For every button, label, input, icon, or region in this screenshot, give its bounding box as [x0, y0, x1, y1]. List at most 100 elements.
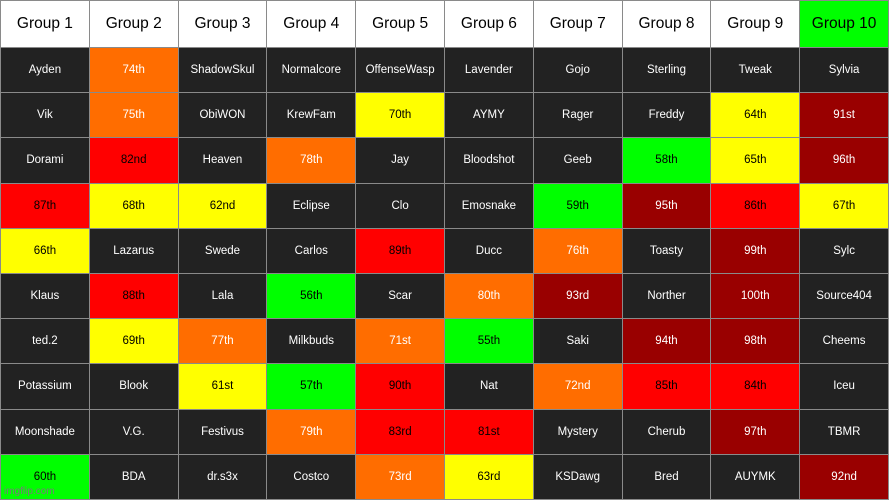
table-cell: Freddy [622, 93, 711, 138]
table-cell: 93rd [533, 274, 622, 319]
table-cell: 67th [800, 183, 888, 228]
table-cell: Mystery [533, 409, 622, 454]
table-cell: 64th [711, 93, 800, 138]
table-cell: AUYMK [711, 454, 800, 499]
table-cell: 82nd [89, 138, 178, 183]
table-cell: Klaus [1, 274, 89, 319]
column-header-group-8: Group 8 [622, 1, 711, 47]
table-cell: dr.s3x [178, 454, 267, 499]
table-cell: 98th [711, 319, 800, 364]
table-cell: 97th [711, 409, 800, 454]
column-header-group-9: Group 9 [711, 1, 800, 47]
table-cell: Ducc [445, 228, 533, 273]
table-cell: 65th [711, 138, 800, 183]
column-header-group-3: Group 3 [178, 1, 267, 47]
table-cell: KrewFam [267, 93, 356, 138]
table-cell: 100th [711, 274, 800, 319]
table-cell: 77th [178, 319, 267, 364]
table-cell: 89th [356, 228, 444, 273]
table-cell: 85th [622, 364, 711, 409]
table-cell: 99th [711, 228, 800, 273]
table-cell: ShadowSkul [178, 48, 267, 93]
table-cell: 70th [356, 93, 444, 138]
table-cell: Lazarus [89, 228, 178, 273]
table-cell: Bred [622, 454, 711, 499]
table-cell: 71st [356, 319, 444, 364]
table-cell: 87th [1, 183, 89, 228]
column-header-group-4: Group 4 [267, 1, 356, 47]
column-header-group-2: Group 2 [89, 1, 178, 47]
table-cell: 84th [711, 364, 800, 409]
table-cell: Normalcore [267, 48, 356, 93]
table-cell: 90th [356, 364, 444, 409]
table-cell: 59th [533, 183, 622, 228]
table-cell: Iceu [800, 364, 888, 409]
table-cell: Carlos [267, 228, 356, 273]
table-cell: Nat [445, 364, 533, 409]
table-cell: Sylvia [800, 48, 888, 93]
table-cell: Cheems [800, 319, 888, 364]
table-cell: Toasty [622, 228, 711, 273]
table-cell: 61st [178, 364, 267, 409]
table-cell: Milkbuds [267, 319, 356, 364]
table-cell: Dorami [1, 138, 89, 183]
table-cell: 66th [1, 228, 89, 273]
table-cell: Festivus [178, 409, 267, 454]
table-cell: Sylc [800, 228, 888, 273]
table-cell: 96th [800, 138, 888, 183]
table-cell: Potassium [1, 364, 89, 409]
table-cell: 91st [800, 93, 888, 138]
table-cell: Ayden [1, 48, 89, 93]
column-header-group-10: Group 10 [800, 1, 888, 47]
table-cell: ted.2 [1, 319, 89, 364]
table-cell: Rager [533, 93, 622, 138]
table-cell: 69th [89, 319, 178, 364]
table-cell: Scar [356, 274, 444, 319]
table-cell: 86th [711, 183, 800, 228]
table-cell: 81st [445, 409, 533, 454]
table-cell: 75th [89, 93, 178, 138]
table-cell: 74th [89, 48, 178, 93]
table-cell: ObiWON [178, 93, 267, 138]
table-cell: 73rd [356, 454, 444, 499]
table-cell: 94th [622, 319, 711, 364]
table-cell: Gojo [533, 48, 622, 93]
table-cell: BDA [89, 454, 178, 499]
table-cell: Heaven [178, 138, 267, 183]
table-cell: TBMR [800, 409, 888, 454]
table-cell: 60th [1, 454, 89, 499]
column-header-group-6: Group 6 [445, 1, 533, 47]
table-cell: 72nd [533, 364, 622, 409]
table-cell: 55th [445, 319, 533, 364]
table-cell: Saki [533, 319, 622, 364]
table-cell: Clo [356, 183, 444, 228]
watermark: imgflip.com [4, 486, 55, 497]
table-cell: KSDawg [533, 454, 622, 499]
table-cell: AYMY [445, 93, 533, 138]
table-cell: 63rd [445, 454, 533, 499]
table-cell: Geeb [533, 138, 622, 183]
table-cell: Norther [622, 274, 711, 319]
table-cell: 68th [89, 183, 178, 228]
table-cell: Vik [1, 93, 89, 138]
table-cell: Swede [178, 228, 267, 273]
table-cell: 57th [267, 364, 356, 409]
table-cell: Cherub [622, 409, 711, 454]
table-cell: 83rd [356, 409, 444, 454]
table-cell: 92nd [800, 454, 888, 499]
table-cell: V.G. [89, 409, 178, 454]
table-cell: 95th [622, 183, 711, 228]
table-cell: Jay [356, 138, 444, 183]
table-cell: Lavender [445, 48, 533, 93]
table-cell: Costco [267, 454, 356, 499]
column-header-group-1: Group 1 [1, 1, 89, 47]
column-header-group-7: Group 7 [533, 1, 622, 47]
table-cell: Emosnake [445, 183, 533, 228]
table-cell: Source404 [800, 274, 888, 319]
table-cell: 78th [267, 138, 356, 183]
table-cell: 62nd [178, 183, 267, 228]
table-cell: 56th [267, 274, 356, 319]
table-cell: Sterling [622, 48, 711, 93]
table-cell: Tweak [711, 48, 800, 93]
column-header-group-5: Group 5 [356, 1, 444, 47]
